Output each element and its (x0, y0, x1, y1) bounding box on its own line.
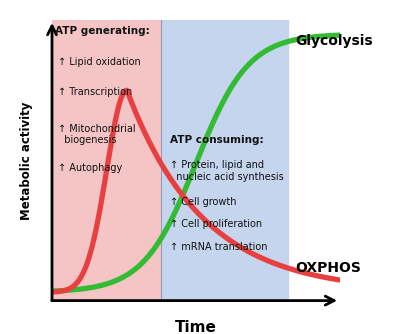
Text: ATP consuming:: ATP consuming: (170, 135, 264, 145)
Text: ↑ Autophagy: ↑ Autophagy (58, 163, 122, 173)
Text: ↑ Transcription: ↑ Transcription (58, 88, 132, 98)
Text: Metabolic activity: Metabolic activity (20, 101, 32, 219)
Text: ↑ Lipid oxidation: ↑ Lipid oxidation (58, 56, 140, 66)
Bar (162, 20, 288, 301)
Bar (52, 20, 162, 301)
Text: ↑ Cell proliferation: ↑ Cell proliferation (170, 219, 262, 229)
Text: ↑ Protein, lipid and
  nucleic acid synthesis: ↑ Protein, lipid and nucleic acid synthe… (170, 160, 284, 182)
Text: Time: Time (175, 320, 217, 334)
Text: ↑ mRNA translation: ↑ mRNA translation (170, 242, 268, 252)
Text: Glycolysis: Glycolysis (295, 34, 373, 48)
Text: ↑ Cell growth: ↑ Cell growth (170, 197, 236, 207)
Text: ↑ Mitochondrial
  biogenesis: ↑ Mitochondrial biogenesis (58, 124, 135, 145)
Text: ATP generating:: ATP generating: (55, 26, 150, 36)
Text: OXPHOS: OXPHOS (295, 261, 361, 275)
